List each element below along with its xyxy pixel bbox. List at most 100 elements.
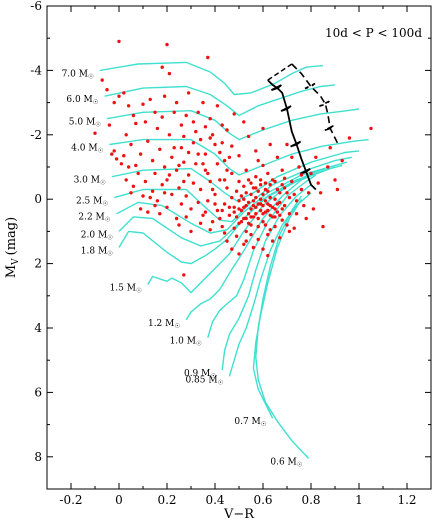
sun-symbol: ☉ [297,460,303,468]
data-point [93,131,97,135]
data-point [162,191,167,195]
data-point [194,129,198,134]
data-point [302,203,306,208]
data-point [114,157,119,161]
data-point [232,112,236,116]
data-point [122,91,126,95]
sun-symbol: ☉ [218,378,224,386]
sun-symbol: ☉ [93,98,99,106]
data-point [256,158,260,163]
mass-label: 3.0 M☉ [74,176,106,187]
data-point [191,120,196,124]
data-point [225,239,229,243]
data-point [282,203,287,208]
data-point [174,216,179,221]
data-point [210,187,215,192]
data-point [275,187,280,192]
y-tick-label: 4 [34,321,42,335]
x-tick-label: 0.4 [205,493,224,507]
track-0.9-msun [221,184,312,370]
mass-label: 0.6 M☉ [270,457,302,468]
data-point [218,150,222,155]
data-point [220,123,224,127]
data-point [117,39,121,44]
data-point [213,192,217,197]
track-1.8-msun [118,166,336,265]
y-tick-label: 8 [34,450,42,464]
data-point [369,126,373,131]
data-point [347,136,352,140]
data-point [124,178,128,182]
data-point [237,179,241,184]
track-1.5-msun [147,167,326,294]
data-point [266,232,270,237]
x-tick-label: 0.6 [253,493,272,507]
data-point [270,239,275,243]
data-point [167,173,172,177]
data-point [263,199,268,203]
data-point [110,152,114,156]
data-point [270,205,275,209]
data-point [292,192,296,197]
period-annotation: 10d < P < 100d [325,26,422,40]
data-point [155,126,160,131]
data-point [285,223,289,227]
data-point [256,224,260,229]
data-point [256,216,260,221]
data-point [122,154,126,158]
data-point [220,141,224,145]
mass-label: 6.0 M☉ [66,95,98,106]
data-point [287,195,292,200]
data-point [244,191,248,195]
data-point [244,239,248,243]
data-point [249,223,253,227]
data-point [287,212,292,216]
data-point [261,203,265,208]
data-point [282,176,287,180]
data-point [191,181,196,185]
sun-symbol: ☉ [210,372,216,380]
data-point [263,181,268,185]
data-point [218,216,222,221]
data-point [314,155,318,159]
mass-label: 4.0 M☉ [71,143,103,154]
data-point [273,197,277,201]
data-point [239,208,244,213]
data-point [167,133,172,137]
tracks-layer [99,61,369,459]
data-point [222,231,227,235]
data-point [290,179,294,184]
data-point [158,212,162,216]
data-point [208,136,212,140]
data-point [232,205,236,209]
data-point [186,150,191,155]
data-point [131,184,136,188]
sun-symbol: ☉ [98,146,104,154]
data-point [150,189,155,193]
data-point [100,78,104,82]
data-point [244,168,248,172]
data-point [280,168,284,172]
data-point [210,220,215,224]
data-point [304,216,308,221]
x-tick-label: 1 [355,493,363,507]
data-point [268,228,272,232]
sun-symbol: ☉ [261,420,267,428]
data-point [162,165,167,169]
data-point [234,189,239,193]
data-point [242,216,246,221]
data-point [179,146,184,150]
data-point [251,186,256,190]
data-point [215,104,220,108]
data-point [213,142,217,147]
data-point [242,205,246,209]
data-point [328,146,332,150]
data-point [268,213,272,217]
y-tick-label: -2 [30,128,42,142]
data-point [158,147,162,151]
sun-symbol: ☉ [174,322,180,330]
x-tick-label: 0 [115,493,123,507]
strip-layer [267,63,339,191]
data-point [232,210,236,214]
